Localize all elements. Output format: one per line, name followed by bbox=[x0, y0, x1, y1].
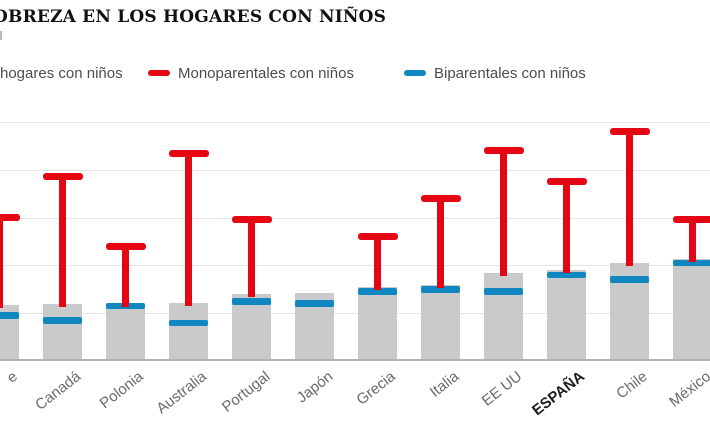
biparental-marker-Grecia bbox=[358, 288, 397, 295]
monoparental-stem-ESPAÑA bbox=[563, 181, 570, 274]
category-label-Canadá: Canadá bbox=[32, 368, 84, 414]
legend-item-monoparentales: Monoparentales con niños bbox=[148, 63, 354, 83]
gridline-20 bbox=[0, 265, 710, 267]
monoparental-cap-Canadá bbox=[42, 173, 83, 181]
monoparental-stem-Chile bbox=[626, 131, 633, 266]
gridline-30 bbox=[0, 217, 710, 219]
monoparental-stem-Italia bbox=[437, 198, 444, 288]
bar-Australia bbox=[169, 302, 208, 361]
legend-label-hogares: hogares con niños bbox=[0, 64, 123, 82]
bar-ESPAÑA bbox=[547, 270, 586, 361]
category-label-Japón: Japón bbox=[293, 368, 336, 407]
monoparental-cap-Portugal bbox=[231, 216, 272, 224]
monoparental-cap-Chile bbox=[609, 128, 650, 136]
blue-dash-swatch-icon bbox=[404, 70, 426, 76]
legend-item-biparentales: Biparentales con niños bbox=[404, 63, 586, 83]
monoparental-cap-ESPAÑA bbox=[546, 178, 587, 186]
red-dash-swatch-icon bbox=[148, 70, 170, 76]
monoparental-cap-Polonia bbox=[105, 242, 146, 250]
monoparental-cap-e bbox=[0, 214, 20, 222]
monoparental-stem-EE UU bbox=[500, 150, 507, 276]
category-label-EE UU: EE UU bbox=[478, 368, 525, 410]
legend-label-biparentales: Biparentales con niños bbox=[434, 64, 586, 82]
chart-title: OBREZA EN LOS HOGARES CON NIÑOS bbox=[0, 7, 387, 27]
monoparental-stem-Portugal bbox=[248, 219, 255, 298]
category-label-México: México bbox=[666, 368, 710, 411]
monoparental-cap-México bbox=[672, 216, 710, 224]
biparental-marker-Japón bbox=[295, 300, 334, 307]
gridline-10 bbox=[0, 313, 710, 315]
monoparental-stem-Australia bbox=[185, 153, 192, 306]
biparental-marker-e bbox=[0, 312, 19, 319]
monoparental-stem-Canadá bbox=[59, 176, 66, 307]
category-label-Italia: Italia bbox=[426, 368, 462, 401]
bar-EE UU bbox=[484, 272, 523, 361]
category-label-e: e bbox=[3, 368, 21, 387]
category-label-ESPAÑA: ESPAÑA bbox=[529, 368, 588, 420]
gridline-50 bbox=[0, 122, 710, 123]
bar-Italia bbox=[421, 284, 460, 361]
monoparental-stem-Grecia bbox=[374, 236, 381, 290]
legend-item-hogares: hogares con niños bbox=[0, 63, 123, 83]
category-label-Australia: Australia bbox=[153, 368, 210, 418]
biparental-marker-EE UU bbox=[484, 288, 523, 295]
gridline-40 bbox=[0, 169, 710, 171]
monoparental-cap-Italia bbox=[420, 194, 461, 202]
biparental-marker-ESPAÑA bbox=[547, 271, 586, 279]
bar-e bbox=[0, 305, 19, 361]
biparental-marker-México bbox=[673, 259, 710, 267]
bar-Portugal bbox=[232, 294, 271, 361]
legend-label-monoparentales: Monoparentales con niños bbox=[178, 64, 354, 82]
category-label-Grecia: Grecia bbox=[353, 368, 399, 409]
monoparental-stem-Polonia bbox=[122, 246, 129, 307]
biparental-marker-Italia bbox=[421, 286, 460, 293]
monoparental-cap-Grecia bbox=[357, 233, 398, 241]
category-label-Portugal: Portugal bbox=[218, 368, 273, 416]
category-label-Polonia: Polonia bbox=[97, 368, 147, 413]
monoparental-cap-EE UU bbox=[483, 147, 524, 155]
category-label-Chile: Chile bbox=[613, 368, 651, 403]
monoparental-cap-Australia bbox=[168, 149, 209, 157]
biparental-marker-Australia bbox=[169, 319, 208, 326]
x-axis-line bbox=[0, 359, 710, 361]
bar-Canadá bbox=[43, 303, 82, 361]
bar-Grecia bbox=[358, 286, 397, 361]
plot-area: e Canadá Polonia Australia Portugal Japón Grec… bbox=[0, 95, 710, 434]
subtitle-fragment bbox=[0, 31, 2, 40]
legend: hogares con niños Monoparentales con niñ… bbox=[0, 63, 710, 83]
bar-México bbox=[673, 259, 710, 361]
biparental-marker-Portugal bbox=[232, 298, 271, 305]
monoparental-stem-México bbox=[689, 219, 696, 263]
biparental-marker-Canadá bbox=[43, 317, 82, 324]
monoparental-stem-e bbox=[0, 217, 3, 309]
biparental-marker-Chile bbox=[610, 276, 649, 283]
bar-Polonia bbox=[106, 303, 145, 361]
